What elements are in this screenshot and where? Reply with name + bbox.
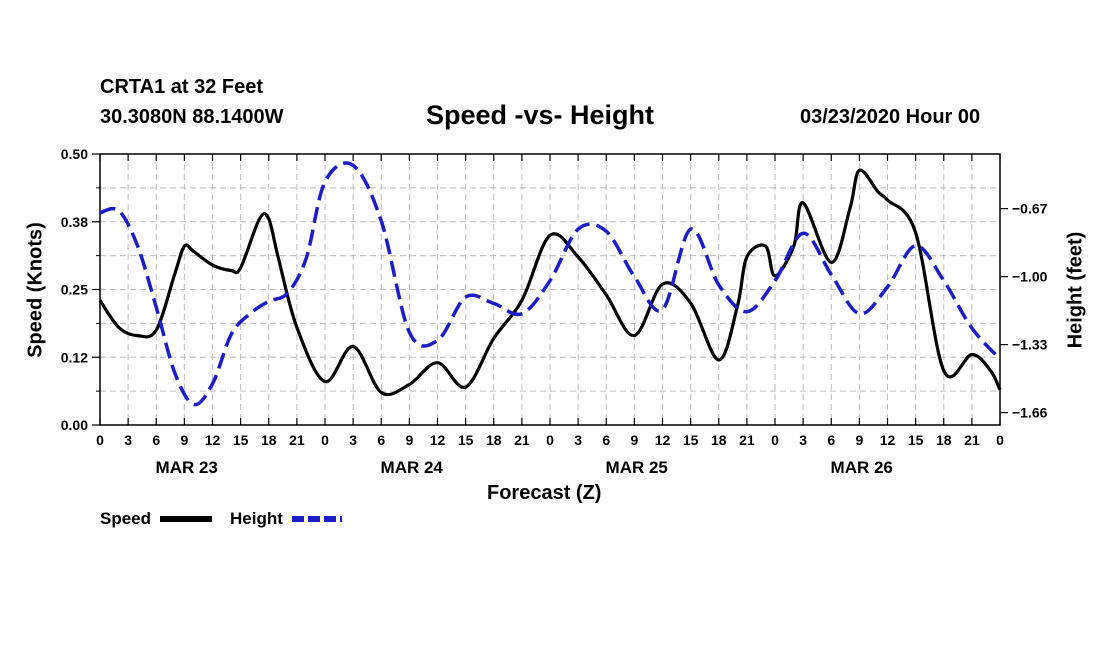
x-tick-label: 18 <box>936 432 952 448</box>
station-coordinates: 30.3080N 88.1400W <box>100 106 284 128</box>
legend-height-swatch <box>292 516 342 522</box>
station-name: CRTA1 at 32 Feet <box>100 76 264 98</box>
x-tick-label: 6 <box>152 432 160 448</box>
forecast-datetime: 03/23/2020 Hour 00 <box>800 106 981 128</box>
y2-tick-label: −1.33 <box>1012 337 1048 353</box>
x-tick-label: 6 <box>602 432 610 448</box>
x-tick-label: 15 <box>683 432 699 448</box>
legend-height-label: Height <box>230 509 283 528</box>
x-tick-label: 18 <box>486 432 502 448</box>
y-tick-label: 0.00 <box>61 417 88 433</box>
x-tick-label: 12 <box>880 432 896 448</box>
x-tick-label: 0 <box>96 432 104 448</box>
x-tick-label: 15 <box>233 432 249 448</box>
x-tick-label: 18 <box>261 432 277 448</box>
legend-speed-swatch <box>160 516 212 522</box>
x-tick-label: 12 <box>430 432 446 448</box>
day-label: MAR 26 <box>831 458 893 477</box>
x-tick-label: 9 <box>855 432 863 448</box>
speed-series-line <box>98 168 1002 397</box>
y2-tick-label: −0.67 <box>1012 201 1048 217</box>
y2-tick-label: −1.66 <box>1012 405 1048 421</box>
chart-title: Speed -vs- Height <box>426 100 655 130</box>
x-tick-label: 12 <box>655 432 671 448</box>
x-tick-label: 15 <box>458 432 474 448</box>
day-label: MAR 23 <box>156 458 218 477</box>
x-tick-label: 3 <box>799 432 807 448</box>
x-tick-label: 12 <box>205 432 221 448</box>
y-tick-label: 0.12 <box>61 349 88 365</box>
x-tick-label: 3 <box>349 432 357 448</box>
x-tick-label: 3 <box>574 432 582 448</box>
x-tick-label: 9 <box>630 432 638 448</box>
day-label: MAR 25 <box>606 458 668 477</box>
x-tick-label: 6 <box>827 432 835 448</box>
day-label: MAR 24 <box>381 458 444 477</box>
x-tick-label: 9 <box>405 432 413 448</box>
x-tick-label: 3 <box>124 432 132 448</box>
y-tick-label: 0.25 <box>61 282 88 298</box>
x-axis-label: Forecast (Z) <box>487 482 602 504</box>
x-tick-label: 9 <box>180 432 188 448</box>
y-tick-label: 0.50 <box>61 146 88 162</box>
x-tick-label: 0 <box>546 432 554 448</box>
x-tick-label: 0 <box>771 432 779 448</box>
x-tick-label: 0 <box>996 432 1004 448</box>
x-tick-label: 0 <box>321 432 329 448</box>
y2-tick-label: −1.00 <box>1012 269 1048 285</box>
x-tick-label: 21 <box>964 432 980 448</box>
x-tick-label: 21 <box>514 432 530 448</box>
x-tick-label: 6 <box>377 432 385 448</box>
x-tick-label: 21 <box>289 432 305 448</box>
x-tick-label: 15 <box>908 432 924 448</box>
x-tick-label: 21 <box>739 432 755 448</box>
x-tick-label: 18 <box>711 432 727 448</box>
y-tick-label: 0.38 <box>61 214 88 230</box>
height-series-line <box>99 161 1002 407</box>
legend-speed-label: Speed <box>100 509 152 528</box>
